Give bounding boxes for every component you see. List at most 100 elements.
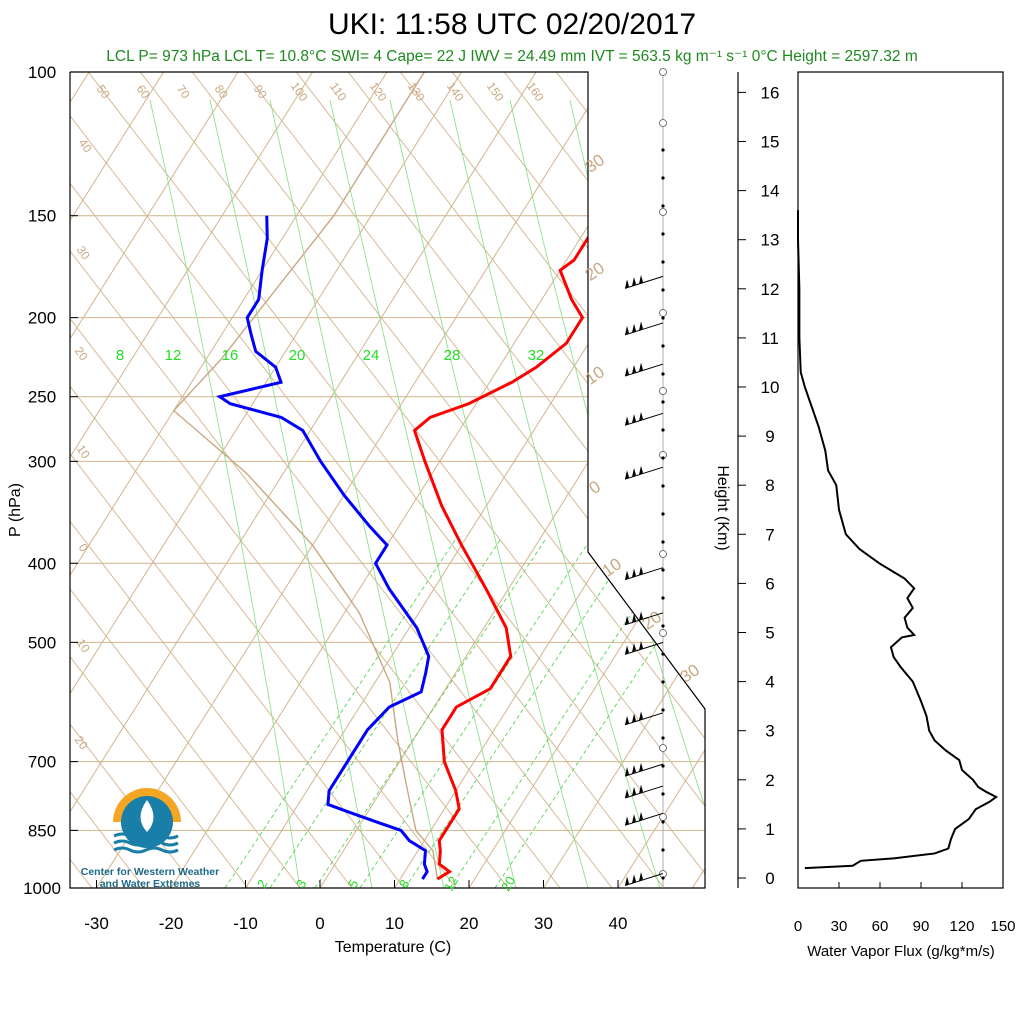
flux-x-tick-label: 120 [949,918,974,935]
logo-line-1: Center for Western Weather [80,866,220,878]
wind-dot [661,204,665,208]
logo-caption: Center for Western Weather and Water Ext… [60,866,240,890]
isotherm-right-label: 30 [582,150,608,176]
x-tick-label: -20 [159,914,184,933]
wind-barb-flag [625,367,629,377]
flux-x-axis-label: Water Vapor Flux (g/kg*m/s) [807,943,995,960]
wind-barb-staff [624,785,664,799]
y-tick-label: 200 [28,309,56,328]
y-axis-label: P (hPa) [7,483,24,537]
wind-dot [661,736,665,740]
logo-line-2: and Water Extremes [99,878,201,890]
theta-e-label: 20 [289,347,306,364]
dry-adiabat-label: 150 [484,79,507,104]
x-tick-label: 10 [385,914,404,933]
x-axis-label: Temperature (C) [335,939,451,956]
wind-barb-flag [632,814,636,824]
wind-barb-flag [639,784,643,794]
wind-dot [661,372,665,376]
dry-adiabat-line [70,72,301,888]
wind-dot [661,624,665,628]
height-tick-label: 11 [761,329,779,348]
dry-adiabat-line [70,72,705,888]
wind-barb-staff [624,712,664,726]
isotherm-left-label: 40 [76,136,95,155]
isotherm-line [617,72,705,888]
dry-adiabat-line [70,72,705,888]
wind-barb-staff [624,567,664,581]
dry-adiabat-line [70,72,705,888]
dry-adiabat-line [70,72,665,888]
logo-wave [113,832,179,840]
wind-dot [661,848,665,852]
dry-adiabat-line [187,72,705,888]
wind-barb-flag [639,465,643,475]
theta-e-label: 12 [165,347,182,364]
isotherm-line [543,72,705,888]
wind-dot [661,680,665,684]
plot-frame [69,71,706,889]
wind-level-marker [659,119,667,127]
wind-barb-staff [624,275,664,289]
wind-barb-flag [632,467,636,477]
dry-adiabat-line [395,72,705,888]
x-tick-label: 20 [460,914,479,933]
dry-adiabat-line [70,72,353,888]
wind-barb-flag [639,762,643,772]
wind-dot [661,540,665,544]
wind-dot [661,428,665,432]
flux-x-tick-label: 150 [990,918,1015,935]
dry-adiabat-line [70,72,509,888]
dry-adiabat-line [70,72,705,888]
wind-barb-flag [625,615,629,625]
y-tick-label: 150 [28,207,56,226]
wind-dot [661,148,665,152]
wind-barb-flag [632,277,636,287]
dry-adiabat-label: 50 [94,82,113,101]
dry-adiabat-line [70,72,705,888]
theta-e-label: 16 [222,347,239,364]
wind-barb-staff [624,466,664,480]
wind-barb-staff [624,641,664,655]
isotherm-line [468,72,705,888]
wind-dot [661,764,665,768]
height-tick-label: 14 [761,182,780,201]
wind-dot [661,484,665,488]
wind-barb-flag [625,470,629,480]
y-tick-label: 300 [28,452,56,471]
isotherm-right-label: 10 [599,554,625,580]
y-tick-label: 700 [28,753,56,772]
wind-dot [661,288,665,292]
dry-adiabat-line [70,72,705,888]
wind-barb-flag [639,321,643,331]
wind-barb-flag [639,872,643,882]
wind-barb-flag [639,711,643,721]
dry-adiabat-label: 100 [288,79,311,104]
isotherm-line [245,72,705,888]
wind-barb-flag [632,786,636,796]
wind-barb-flag [632,414,636,424]
wind-barb-staff [624,763,664,777]
theta-e-curve [209,99,373,888]
wind-barb-flag [625,767,629,777]
dry-adiabat-line [70,72,705,888]
wind-dot [661,568,665,572]
y-tick-label: 400 [28,554,56,573]
wind-dot [661,708,665,712]
height-tick-label: 4 [765,673,774,692]
wind-barb-staff [624,812,664,826]
isotherm-left-label: 0 [76,541,91,555]
wind-dot [661,512,665,516]
flux-line [797,210,999,870]
x-tick-label: 40 [609,914,628,933]
theta-e-label: 8 [116,347,124,364]
height-tick-label: 15 [761,133,780,152]
flux-x-tick-label: 60 [872,918,889,935]
dewpoint-line [216,215,431,880]
isotherm-line [70,72,537,888]
logo-wave [113,839,179,847]
dry-adiabat-label: 140 [444,79,467,104]
wind-barb-flag [639,566,643,576]
isotherm-line [70,72,463,888]
wind-dot [661,652,665,656]
